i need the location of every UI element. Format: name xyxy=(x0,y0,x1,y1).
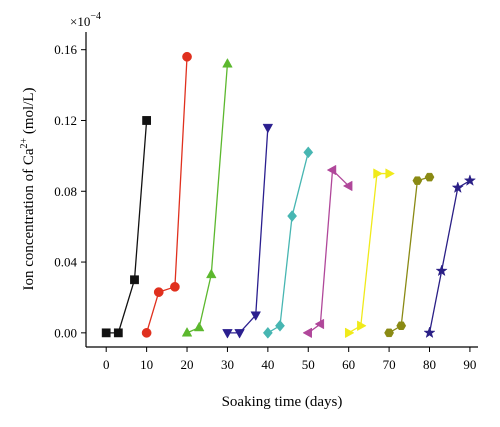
series-line xyxy=(106,120,148,334)
data-point-diamond xyxy=(262,326,273,339)
x-tick-label: 90 xyxy=(463,357,476,372)
data-point-triangle-up xyxy=(181,327,193,337)
series-line xyxy=(428,180,471,333)
series-9 xyxy=(423,174,477,339)
y-tick-label: 0.16 xyxy=(54,42,77,57)
y-axis-ticks: 0.00 0.04 0.08 0.12 0.16 xyxy=(54,42,86,340)
data-point-triangle-up xyxy=(193,321,205,332)
y-tick-label: 0.00 xyxy=(54,325,77,340)
y-tick-label: 0.08 xyxy=(54,184,77,199)
x-tick-label: 60 xyxy=(342,357,355,372)
series-line xyxy=(307,168,350,334)
x-tick-label: 30 xyxy=(221,357,234,372)
data-point-star xyxy=(423,326,436,339)
data-point-star xyxy=(435,264,448,277)
series-line xyxy=(388,176,430,334)
series-5 xyxy=(262,146,314,339)
series-line xyxy=(145,56,188,334)
data-point-circle xyxy=(153,287,164,297)
plot-axes xyxy=(85,32,478,348)
data-point-triangle-up xyxy=(206,268,217,279)
data-point-diamond xyxy=(303,146,314,159)
data-point-triangle-down xyxy=(234,329,245,339)
data-point-square xyxy=(101,328,111,338)
data-point-square xyxy=(113,328,123,338)
series-2 xyxy=(141,51,192,338)
data-point-square xyxy=(142,116,152,125)
data-point-star xyxy=(451,181,464,193)
y-axis-title: Ion concentration of Ca2+ (mol/L) xyxy=(19,87,37,290)
y-axis-title-main: Ion concentration of Ca xyxy=(21,148,37,290)
data-point-star xyxy=(463,174,477,186)
x-tick-label: 0 xyxy=(103,357,110,372)
series-4 xyxy=(222,123,274,339)
data-point-triangle-down xyxy=(262,123,274,134)
data-point-triangle-up xyxy=(222,58,233,68)
x-tick-label: 20 xyxy=(181,357,194,372)
data-point-hexagon xyxy=(384,328,394,338)
series-8 xyxy=(384,172,435,338)
x-tick-label: 50 xyxy=(302,357,315,372)
series-1 xyxy=(101,116,152,338)
series-line xyxy=(227,127,269,334)
x-tick-label: 10 xyxy=(140,357,153,372)
series-line xyxy=(186,63,229,334)
data-point-triangle-left xyxy=(302,327,312,339)
y-tick-label: 0.04 xyxy=(54,255,77,270)
y-scale-exponent: −4 xyxy=(90,11,101,22)
data-point-triangle-down xyxy=(222,329,233,339)
series-3 xyxy=(181,58,233,337)
data-point-triangle-left xyxy=(326,164,337,176)
x-axis-ticks: 0 10 20 30 40 50 60 70 80 90 xyxy=(103,347,476,372)
y-axis-title-unit: (mol/L) xyxy=(21,87,37,137)
data-point-triangle-right xyxy=(357,320,367,332)
y-scale-factor: ×10−4 xyxy=(70,11,101,29)
y-axis-title-superscript: 2+ xyxy=(19,138,30,149)
data-point-triangle-down xyxy=(250,311,261,321)
x-tick-label: 40 xyxy=(261,357,274,372)
data-point-triangle-left xyxy=(314,318,325,330)
data-point-hexagon xyxy=(424,172,435,182)
data-point-circle xyxy=(170,281,180,292)
series-line xyxy=(348,172,390,334)
series-group xyxy=(101,51,477,339)
x-axis-title: Soaking time (days) xyxy=(222,394,343,410)
series-line xyxy=(267,152,309,334)
data-point-square xyxy=(130,275,139,285)
data-point-hexagon xyxy=(412,176,423,185)
data-point-diamond xyxy=(287,210,298,222)
series-6 xyxy=(302,164,353,339)
data-point-hexagon xyxy=(396,321,407,330)
data-point-triangle-left xyxy=(342,180,353,192)
data-point-circle xyxy=(141,327,152,338)
data-point-triangle-right xyxy=(344,327,355,339)
data-point-triangle-right xyxy=(373,168,383,179)
data-point-circle xyxy=(182,51,192,62)
data-point-triangle-right xyxy=(385,168,395,179)
series-7 xyxy=(344,168,395,339)
x-tick-label: 70 xyxy=(383,357,396,372)
data-point-diamond xyxy=(275,319,285,332)
x-tick-label: 80 xyxy=(423,357,436,372)
y-tick-label: 0.12 xyxy=(54,113,77,128)
